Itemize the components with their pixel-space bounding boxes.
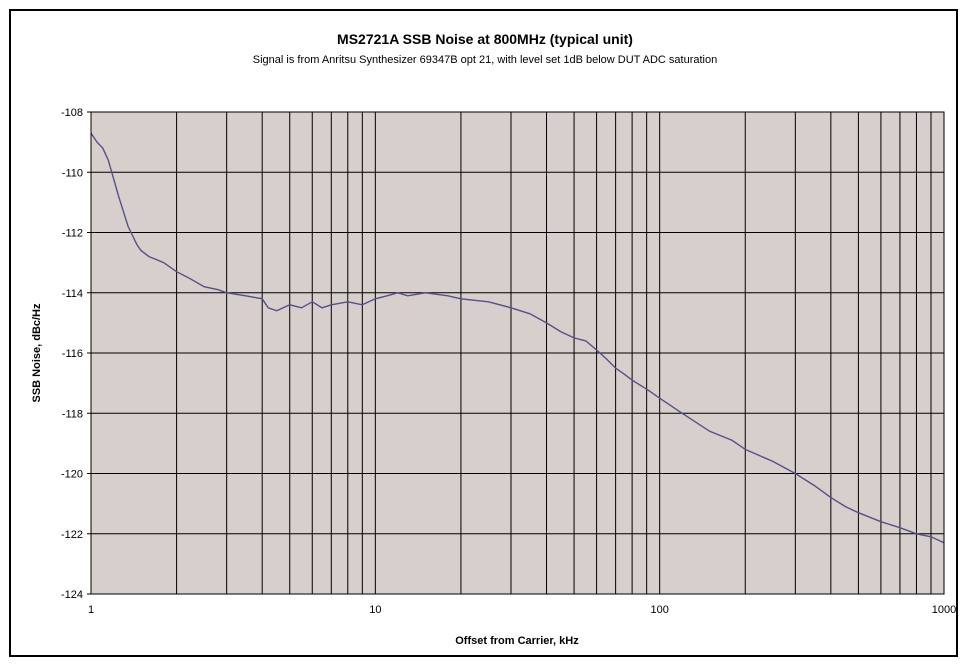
y-tick-label: -122 — [61, 529, 83, 541]
chart-title: MS2721A SSB Noise at 800MHz (typical uni… — [337, 31, 633, 47]
y-tick-label: -110 — [62, 167, 83, 179]
y-tick-label: -112 — [62, 228, 83, 240]
x-tick-label: 1000 — [932, 604, 956, 616]
y-tick-label: -120 — [61, 469, 83, 481]
y-tick-label: -114 — [62, 288, 83, 300]
ssb-noise-line — [90, 132, 945, 544]
x-tick-label: 100 — [650, 604, 668, 616]
tick-labels: -108 -110 -112 -114 -116 -118 -120 -122 -124 1 10 1… — [61, 107, 956, 616]
y-tick-label: -108 — [61, 107, 83, 119]
grid — [90, 111, 944, 595]
x-axis-label: Offset from Carrier, kHz — [455, 635, 579, 647]
plot-border — [90, 111, 945, 595]
x-tick-label: 1 — [88, 604, 94, 616]
y-tick-label: -124 — [61, 589, 83, 601]
y-tick-label: -118 — [62, 408, 83, 420]
y-axis-label: SSB Noise, dBc/Hz — [31, 303, 43, 403]
x-tick-label: 10 — [369, 604, 381, 616]
chart-subtitle: Signal is from Anritsu Synthesizer 69347… — [253, 54, 717, 66]
y-tick-label: -116 — [62, 348, 83, 360]
